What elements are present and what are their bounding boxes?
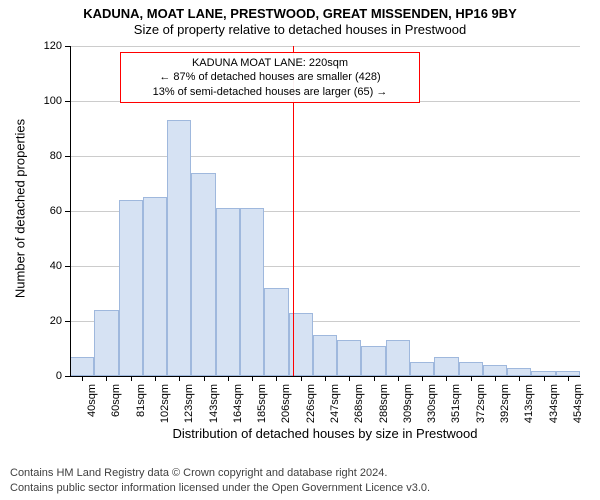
histogram-bar <box>191 173 215 377</box>
annotation-line1: KADUNA MOAT LANE: 220sqm <box>127 56 413 70</box>
gridline <box>70 156 580 157</box>
y-axis-label: Number of detached properties <box>13 109 28 309</box>
x-tick-label: 413sqm <box>523 384 535 423</box>
x-tick-label: 351sqm <box>450 384 462 423</box>
x-tick-label: 102sqm <box>159 384 171 423</box>
histogram-bar <box>410 362 434 376</box>
chart-container: KADUNA, MOAT LANE, PRESTWOOD, GREAT MISS… <box>0 0 600 500</box>
x-tick-label: 372sqm <box>475 384 487 423</box>
histogram-bar <box>313 335 337 376</box>
x-axis-line <box>70 376 580 377</box>
histogram-bar <box>459 362 483 376</box>
histogram-bar <box>434 357 458 376</box>
histogram-bar <box>386 340 410 376</box>
x-tick-label: 40sqm <box>86 384 98 417</box>
x-tick-label: 143sqm <box>208 384 220 423</box>
histogram-bar <box>119 200 143 376</box>
x-tick-label: 392sqm <box>499 384 511 423</box>
histogram-bar <box>264 288 288 376</box>
x-tick-label: 185sqm <box>256 384 268 423</box>
histogram-bar <box>289 313 313 376</box>
histogram-bar <box>94 310 118 376</box>
y-tick-label: 120 <box>30 40 62 52</box>
y-tick-label: 40 <box>30 260 62 272</box>
histogram-bar <box>143 197 167 376</box>
footer-line2: Contains public sector information licen… <box>10 481 430 496</box>
x-tick-label: 206sqm <box>280 384 292 423</box>
x-tick-label: 268sqm <box>353 384 365 423</box>
y-tick-label: 20 <box>30 315 62 327</box>
chart-title: KADUNA, MOAT LANE, PRESTWOOD, GREAT MISS… <box>0 0 600 22</box>
chart-subtitle: Size of property relative to detached ho… <box>0 22 600 38</box>
histogram-bar <box>507 368 531 376</box>
histogram-bar <box>361 346 385 376</box>
x-tick-label: 454sqm <box>572 384 584 423</box>
y-tick-label: 100 <box>30 95 62 107</box>
x-tick-label: 164sqm <box>232 384 244 423</box>
x-axis-label: Distribution of detached houses by size … <box>70 426 580 441</box>
histogram-bar <box>216 208 240 376</box>
x-tick-label: 309sqm <box>402 384 414 423</box>
x-tick-label: 247sqm <box>329 384 341 423</box>
x-tick-label: 60sqm <box>110 384 122 417</box>
x-tick-label: 330sqm <box>426 384 438 423</box>
histogram-bar <box>167 120 191 376</box>
x-tick-label: 434sqm <box>548 384 560 423</box>
histogram-bar <box>483 365 507 376</box>
gridline <box>70 46 580 47</box>
x-tick-label: 123sqm <box>183 384 195 423</box>
x-tick-label: 226sqm <box>305 384 317 423</box>
footer-line1: Contains HM Land Registry data © Crown c… <box>10 466 430 481</box>
annotation-box: KADUNA MOAT LANE: 220sqm ← 87% of detach… <box>120 52 420 103</box>
y-tick-label: 0 <box>30 370 62 382</box>
plot-area: 02040608010012040sqm60sqm81sqm102sqm123s… <box>70 46 580 376</box>
y-tick-label: 80 <box>30 150 62 162</box>
histogram-bar <box>240 208 264 376</box>
histogram-bar <box>337 340 361 376</box>
annotation-line2: ← 87% of detached houses are smaller (42… <box>127 70 413 84</box>
histogram-bar <box>70 357 94 376</box>
x-tick-label: 288sqm <box>378 384 390 423</box>
x-tick-label: 81sqm <box>135 384 147 417</box>
footer: Contains HM Land Registry data © Crown c… <box>10 466 430 496</box>
y-tick-label: 60 <box>30 205 62 217</box>
annotation-line3: 13% of semi-detached houses are larger (… <box>127 85 413 99</box>
y-axis-line <box>70 46 71 376</box>
